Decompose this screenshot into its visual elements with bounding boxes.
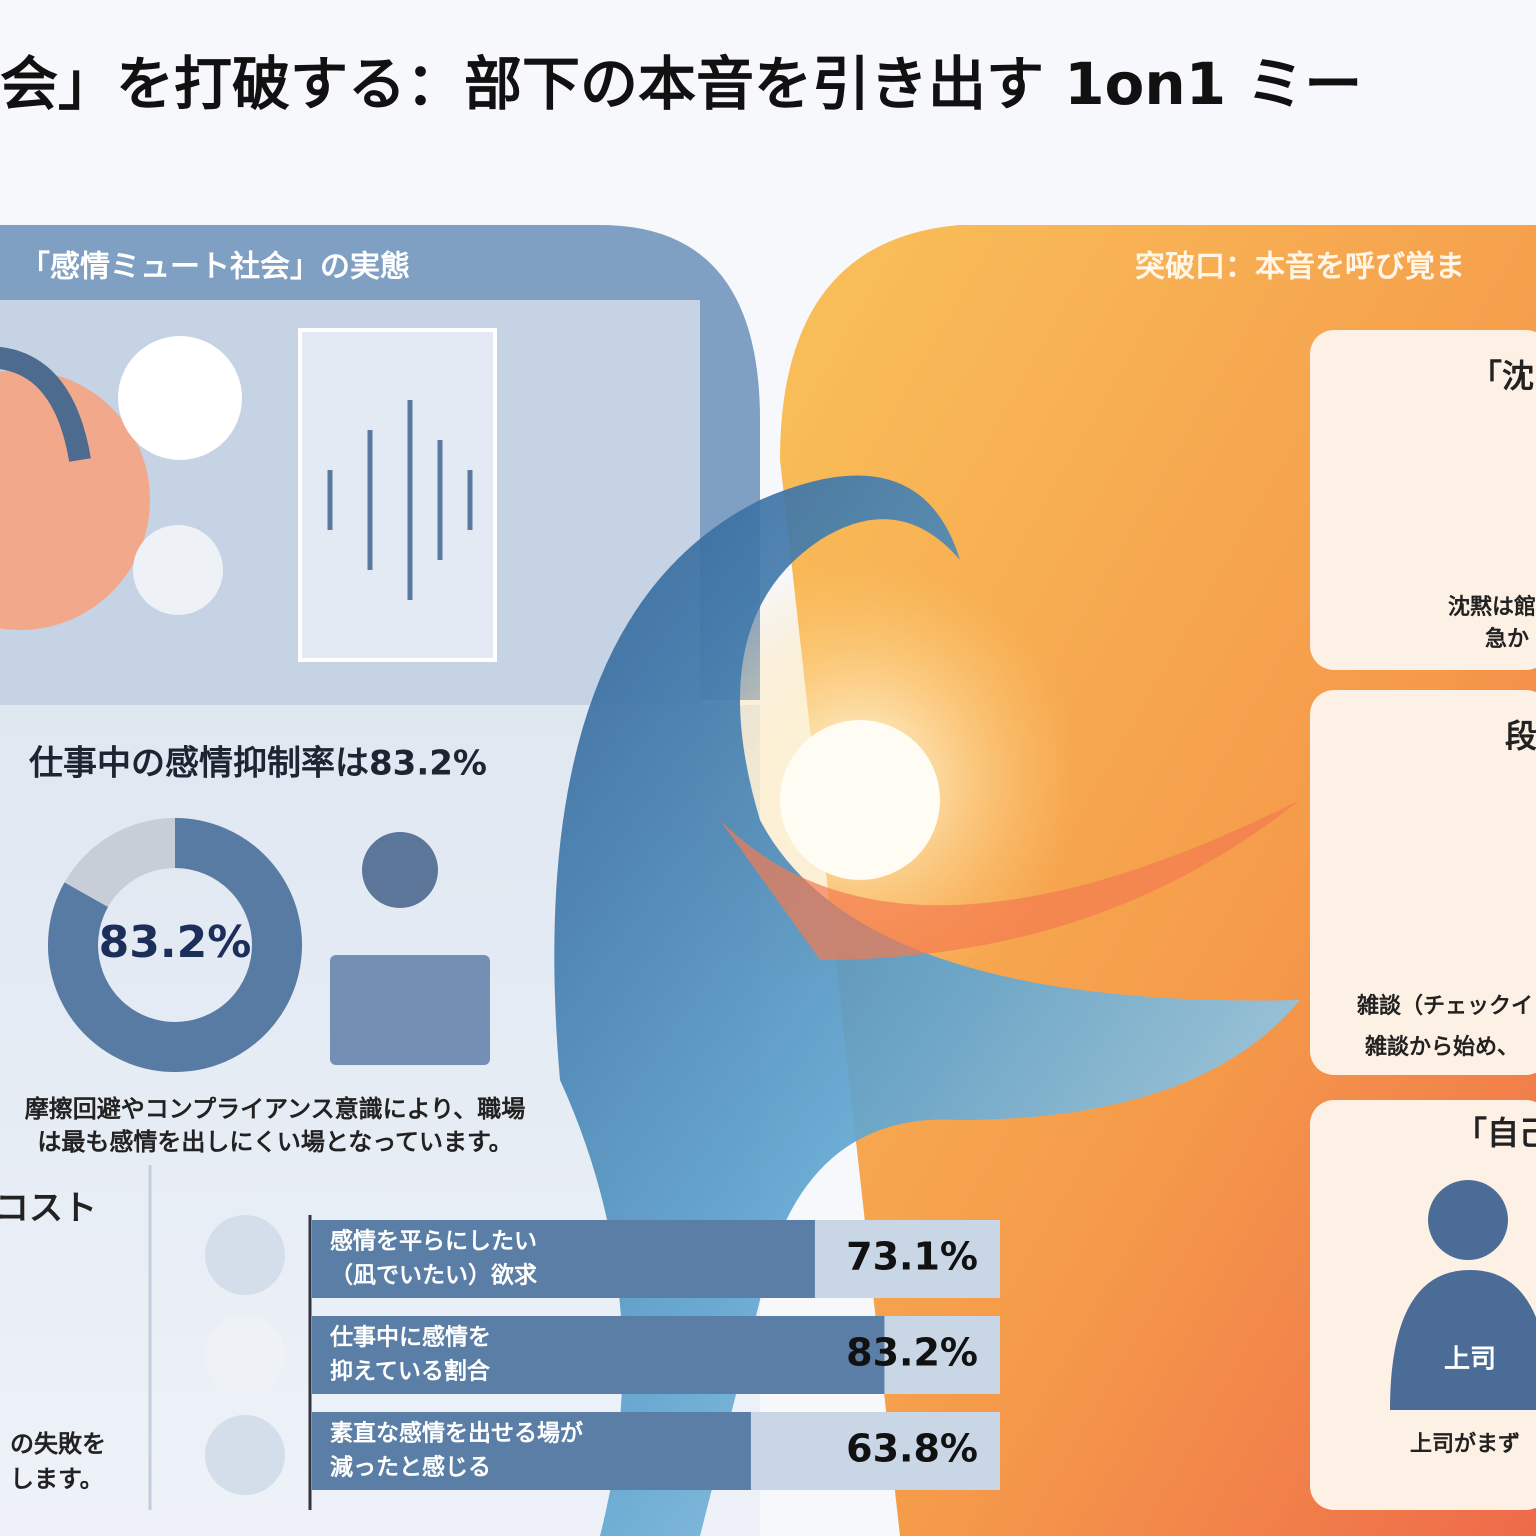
card (1310, 330, 1536, 670)
stat-heading: 仕事中の感情抑制率は83.2% (29, 744, 487, 784)
cost-heading: コスト (0, 1189, 97, 1229)
warm-stream (720, 800, 1300, 960)
right-heading: 突破口：本音を呼び覚ま (1135, 250, 1465, 285)
card-text: 雑談（チェックイ (1356, 993, 1533, 1019)
headphones (0, 346, 91, 462)
bar-label: 素直な感情を出せる場が (330, 1420, 583, 1447)
card-text: 沈黙は館 (1448, 594, 1536, 620)
icon (205, 1315, 285, 1395)
title: 会」を打破する：部下の本音を引き出す 1on1 ミー (0, 50, 1362, 118)
left-heading: 「感情ミュート社会」の実態 (20, 250, 410, 285)
bar-label: 抑えている割合 (330, 1358, 491, 1385)
bar-value: 83.2% (846, 1331, 978, 1375)
bar-label: 感情を平らにしたい (330, 1228, 537, 1255)
card-title: 「自己 (1455, 1114, 1536, 1152)
card-text: 雑談から始め、 (1364, 1034, 1519, 1060)
card (1310, 690, 1536, 1075)
bar-label: （凪でいたい）欲求 (330, 1262, 537, 1289)
bar-value: 73.1% (846, 1235, 978, 1279)
boss-label: 上司 (1444, 1345, 1496, 1375)
laptop (330, 955, 490, 1065)
sun (780, 720, 940, 880)
bar (312, 1412, 751, 1490)
cost-text: します。 (10, 1465, 104, 1493)
bar (312, 1316, 885, 1394)
cost-text: の失敗を (10, 1430, 106, 1458)
person-head (0, 370, 150, 630)
description: は最も感情を出しにくい場となっています。 (37, 1128, 512, 1156)
bar-label: 仕事中に感情を (329, 1324, 491, 1351)
icon (205, 1215, 285, 1295)
bar-value: 63.8% (846, 1427, 978, 1471)
muted-bubble (133, 525, 223, 615)
card-title: 段 (1505, 717, 1536, 755)
bar (312, 1220, 815, 1298)
thought-bubble (118, 336, 242, 460)
donut-arc (48, 818, 302, 1072)
icon (205, 1415, 285, 1495)
card-text: 上司がまず (1410, 1431, 1520, 1457)
boss-figure (1390, 1270, 1536, 1410)
card-title: 「沈 (1470, 357, 1534, 395)
bar-label: 減ったと感じる (330, 1454, 491, 1481)
donut-label: 83.2% (99, 917, 252, 968)
description: 摩擦回避やコンプライアンス意識により、職場 (25, 1095, 525, 1123)
worker-head (362, 832, 438, 908)
boss-head (1428, 1180, 1508, 1260)
sound-wave (327, 400, 473, 600)
card-text: 急か (1485, 626, 1529, 652)
